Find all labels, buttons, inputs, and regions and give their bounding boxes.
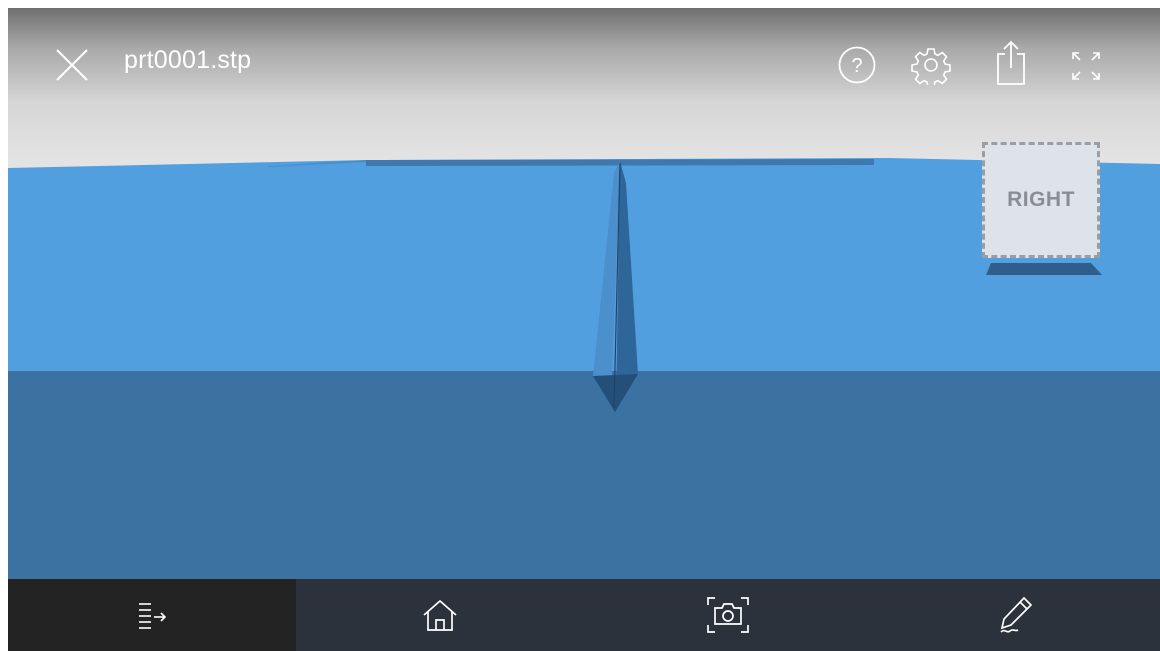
gear-icon — [911, 48, 951, 85]
fullscreen-button[interactable] — [1065, 45, 1107, 87]
close-button[interactable] — [52, 45, 92, 85]
view-cube[interactable]: RIGHT — [982, 142, 1104, 282]
help-icon: ? — [838, 46, 876, 84]
model-fin-edge — [613, 162, 621, 409]
view-cube-base — [986, 263, 1102, 275]
structure-list-button[interactable] — [8, 579, 296, 651]
viewer-app: prt0001.stp ? — [8, 8, 1160, 651]
model-far-edge-thin — [268, 160, 366, 167]
settings-button[interactable] — [909, 43, 953, 87]
close-icon — [56, 49, 88, 81]
markup-button[interactable] — [872, 579, 1160, 651]
pencil-icon — [1000, 596, 1033, 633]
fullscreen-icon — [1072, 52, 1100, 80]
view-cube-face-label: RIGHT — [1007, 188, 1075, 211]
3d-viewport[interactable] — [8, 8, 1160, 579]
camera-icon — [707, 597, 749, 633]
home-icon — [423, 599, 457, 631]
view-cube-face[interactable]: RIGHT — [982, 142, 1100, 258]
structure-list-icon — [139, 603, 167, 629]
model-top-face — [8, 158, 1160, 371]
model-fin-bottom — [593, 374, 638, 412]
home-view-button[interactable] — [296, 579, 584, 651]
bottom-toolbar — [8, 579, 1160, 651]
share-button[interactable] — [989, 38, 1033, 88]
snapshot-button[interactable] — [584, 579, 872, 651]
model-front-face — [8, 371, 1160, 579]
model-fin-right — [616, 161, 638, 410]
share-icon — [997, 40, 1025, 85]
help-button[interactable]: ? — [835, 43, 879, 87]
svg-text:?: ? — [851, 55, 862, 77]
top-toolbar: prt0001.stp ? — [8, 8, 1160, 118]
file-name-title: prt0001.stp — [124, 46, 252, 74]
model-fin-left — [593, 161, 620, 403]
3d-model-render — [8, 158, 1160, 579]
